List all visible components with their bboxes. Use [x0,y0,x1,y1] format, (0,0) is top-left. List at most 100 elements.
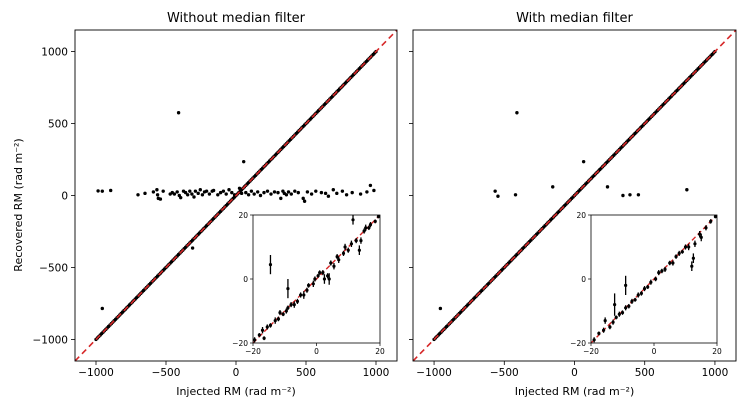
outlier-point [551,185,555,189]
inset-point [329,261,333,265]
outlier-point [188,189,192,193]
inset-point [671,261,675,265]
outlier-point [244,190,248,195]
outlier-point [305,190,310,194]
inset-point [318,271,322,275]
plot-area [75,30,397,361]
inset-point [677,251,681,255]
outlier-point [496,194,500,198]
outlier-point [262,190,266,195]
outlier-point [301,196,305,201]
x-tick-label: −500 [490,367,519,379]
inset-point [346,248,350,252]
inset-point [341,251,346,255]
outlier-point [289,192,293,196]
outlier-point [196,191,200,196]
outlier-point [628,193,632,197]
inset-point [657,271,661,275]
outlier-point [193,189,198,193]
outlier-point [249,189,254,193]
inset-point [273,319,277,323]
inset-point [286,287,290,291]
inset-point [603,319,607,323]
outlier-point [183,190,188,195]
inset-point [262,336,266,340]
outlier-point [438,306,443,311]
outlier-point [284,193,289,197]
inset-point [278,311,282,315]
outlier-point [685,188,689,192]
outlier-point [493,189,497,193]
y-tick-label: 1000 [41,47,68,59]
x-tick-label: 500 [296,367,316,379]
inset-point [611,320,615,324]
outlier-point [186,193,190,197]
inset-point [649,280,653,284]
outlier-point [358,192,363,196]
inset-y-tick-label: −20 [570,339,586,348]
outlier-point [204,189,209,193]
outlier-point [100,189,105,193]
y-axis-label: Recovered RM (rad m⁻²) [12,138,25,271]
inset-point [691,256,695,260]
x-tick-label: 0 [571,367,578,379]
inset-x-tick-label: 0 [652,347,657,356]
y-tick-label: −500 [39,262,68,274]
outlier-point [258,193,263,198]
outlier-point [293,189,297,193]
outlier-point [368,183,373,188]
outlier-point [621,193,625,198]
inset-point [713,215,717,219]
outlier-point [190,192,194,196]
outlier-point [252,192,256,196]
inset-y-tick-label: −20 [232,339,248,348]
outlier-point [269,192,273,196]
outlier-point [155,193,160,197]
inset-point [699,235,703,239]
outlier-point [221,189,226,193]
inset-point [704,226,708,230]
outlier-point [158,197,163,201]
inset-point [614,315,618,319]
outlier-point [155,188,159,192]
outlier-point [256,190,260,194]
inset-point [617,312,621,316]
outlier-point [175,190,179,194]
outlier-point [200,193,205,197]
inset-point [624,283,628,287]
outlier-point [100,306,105,311]
inset: −20 0 20 −20 0 20 [570,211,722,356]
inset-point [636,293,640,297]
outlier-point [179,195,183,200]
outlier-points [438,111,689,311]
inset-point [327,277,331,281]
outlier-point [515,111,519,115]
inset-point [367,226,371,230]
outlier-point [237,186,242,190]
inset-x-tick-label: 20 [375,347,385,356]
inset-point [620,311,625,315]
inset-point [311,282,315,286]
x-tick-label: −500 [152,367,181,379]
inset-point [630,299,634,303]
outlier-point [309,192,314,196]
inset-plot-area [591,215,717,343]
x-tick-label: 0 [233,367,240,379]
inset-point [680,250,684,254]
outlier-point [136,193,140,197]
inset-point [322,277,327,281]
inset-point [683,245,688,249]
outlier-point [161,189,165,193]
inset-point [299,293,303,297]
inset-x-tick-label: 20 [712,347,722,356]
inset-point [613,303,617,307]
inset-point [295,299,300,303]
inset-point [646,285,650,289]
outlier-point [272,190,277,194]
inset-point [316,274,320,278]
inset-y-tick-label: 0 [581,275,586,284]
outlier-point [216,193,220,197]
outlier-point [227,188,231,192]
x-tick-label: 1000 [363,367,390,379]
inset-point [376,215,380,219]
